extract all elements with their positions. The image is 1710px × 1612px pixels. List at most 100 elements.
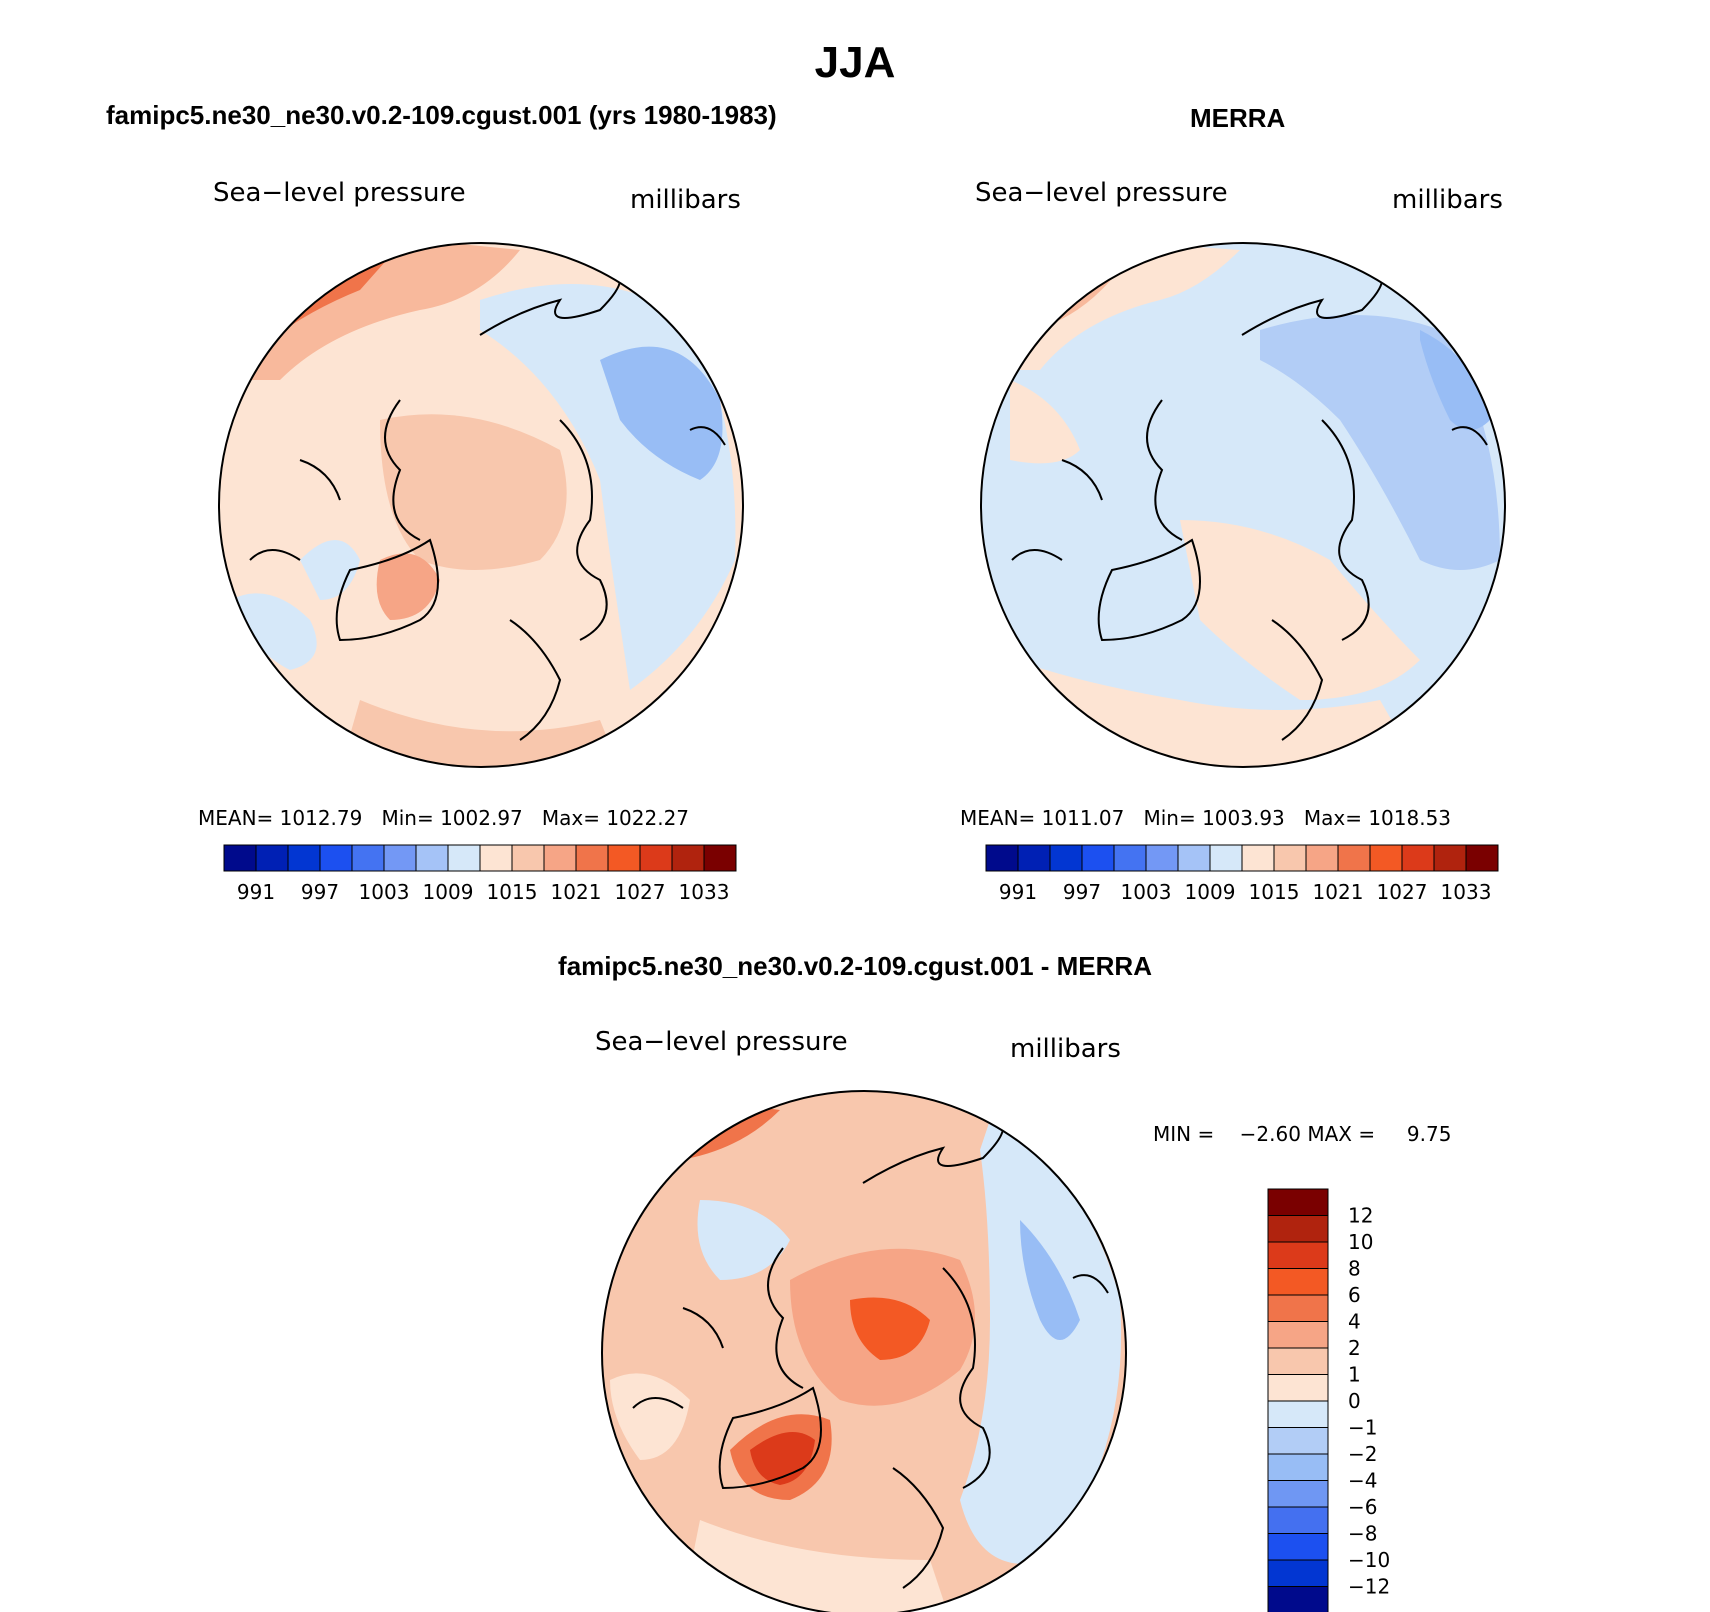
colorbar2-swatch [1401,844,1435,872]
colorbar2-tick-label: 991 [999,880,1037,904]
map3-frame [601,1090,1127,1612]
colorbar2-tick-label: 1003 [1121,880,1172,904]
panel1-mean-label: MEAN= [198,806,274,830]
panel2-variable: Sea−level pressure [975,178,1228,208]
colorbar3-tick-label: 6 [1348,1283,1361,1307]
colorbar3-swatch [1267,1533,1329,1561]
colorbar3-tick-label: 10 [1348,1230,1373,1254]
colorbar3-tick-label: 2 [1348,1336,1361,1360]
colorbar2-tick-label: 997 [1063,880,1101,904]
colorbar1-tick-label: 997 [301,880,339,904]
colorbar3-swatch [1267,1374,1329,1402]
panel1-min-label: Min= [381,806,434,830]
colorbar3-swatch [1267,1321,1329,1349]
colorbar3-swatch [1267,1347,1329,1375]
colorbar3-swatch [1267,1480,1329,1508]
colorbar1-swatch [319,844,353,872]
colorbar2-swatch [1241,844,1275,872]
colorbar2-tick-label: 1021 [1313,880,1364,904]
colorbar3-swatch [1267,1453,1329,1481]
panel2-units: millibars [1392,185,1503,215]
colorbar1-swatch [671,844,705,872]
colorbar1-swatch [479,844,513,872]
panel2-min: 1003.93 [1202,806,1285,830]
colorbar3-tick-label: 8 [1348,1257,1361,1281]
panel1-mean: 1012.79 [279,806,363,830]
colorbar2-swatch [1049,844,1083,872]
panel3-max: 9.75 [1406,1122,1452,1146]
colorbar1-swatch [607,844,641,872]
colorbar3-swatch [1267,1268,1329,1296]
colorbar1-tick-label: 1009 [423,880,474,904]
panel1-stats: MEAN= 1012.79 Min= 1002.97 Max= 1022.27 [198,806,689,830]
panel3-variable: Sea−level pressure [595,1027,848,1057]
panel2-mean-label: MEAN= [960,806,1036,830]
colorbar1-swatch [639,844,673,872]
map1-coastlines [249,279,726,741]
colorbar3-tick-label: 4 [1348,1310,1361,1334]
colorbar3-tick-label: −2 [1348,1442,1377,1466]
panel1-min: 1002.97 [440,806,523,830]
colorbar3-swatch [1267,1400,1329,1428]
colorbar1-swatch [223,844,257,872]
colorbar1-swatch [255,844,289,872]
colorbar2-tick-label: 1033 [1441,880,1492,904]
colorbar3-tick-label: 1 [1348,1363,1361,1387]
colorbar2-swatch [1337,844,1371,872]
colorbar3-swatch [1267,1427,1329,1455]
colorbar2-tick-label: 1027 [1377,880,1428,904]
colorbar2-swatch [1465,844,1499,872]
panel1-title: famipc5.ne30_ne30.v0.2-109.cgust.001 (yr… [106,100,777,130]
colorbar-panel1: 991 997 1003 1009 1015 1021 1027 1033 [223,844,737,904]
colorbar2-swatch [1145,844,1179,872]
colorbar3-swatch [1267,1241,1329,1269]
colorbar2-tick-label: 1015 [1249,880,1300,904]
colorbar3-swatch [1267,1506,1329,1534]
colorbar3-tick-label: −6 [1348,1495,1377,1519]
colorbar3-swatch [1267,1188,1329,1216]
colorbar3-tick-label: 12 [1348,1204,1373,1228]
map1 [219,243,743,767]
colorbar2-swatch [1177,844,1211,872]
colorbar1-tick-label: 991 [237,880,275,904]
colorbar1-tick-label: 1033 [679,880,730,904]
colorbar3-tick-label: −8 [1348,1522,1377,1546]
colorbar3-swatch [1267,1586,1329,1612]
colorbar2-swatch [1113,844,1147,872]
colorbar2-swatch [1433,844,1467,872]
panel1-variable: Sea−level pressure [213,178,466,208]
panel2-mean: 1011.07 [1041,806,1125,830]
colorbar2-swatch [1305,844,1339,872]
panel3-stats: MIN = −2.60 MAX = 9.75 [1153,1122,1451,1146]
colorbar3-swatch [1267,1294,1329,1322]
colorbar1-swatch [287,844,321,872]
panel2-stats: MEAN= 1011.07 Min= 1003.93 Max= 1018.53 [960,806,1451,830]
panel3-min: −2.60 [1239,1122,1301,1146]
panel3-title: famipc5.ne30_ne30.v0.2-109.cgust.001 - M… [558,951,1152,981]
map2-coastlines [1011,279,1488,741]
colorbar2-swatch [1081,844,1115,872]
colorbar3-tick-label: −12 [1348,1575,1390,1599]
colorbar2-swatch [1273,844,1307,872]
colorbar1-tick-label: 1021 [551,880,602,904]
colorbar-panel2: 991 997 1003 1009 1015 1021 1027 1033 [985,844,1499,904]
colorbar1-swatch [511,844,545,872]
panel2-max: 1018.53 [1368,806,1452,830]
panel3-min-label: MIN = [1153,1122,1215,1146]
colorbar3-tick-label: −4 [1348,1469,1377,1493]
panel3-max-label: MAX = [1307,1122,1376,1146]
colorbar3-tick-label: −10 [1348,1548,1390,1572]
main-title: JJA [814,38,896,87]
colorbar2-swatch [1017,844,1051,872]
panel3-units: millibars [1010,1034,1121,1064]
colorbar2-swatch [1209,844,1243,872]
colorbar1-swatch [543,844,577,872]
panel1-max-label: Max= [541,806,600,830]
map3-coastlines [632,1127,1109,1589]
colorbar1-swatch [703,844,737,872]
colorbar1-swatch [351,844,385,872]
colorbar1-tick-label: 1003 [359,880,410,904]
map1-frame [218,242,744,768]
